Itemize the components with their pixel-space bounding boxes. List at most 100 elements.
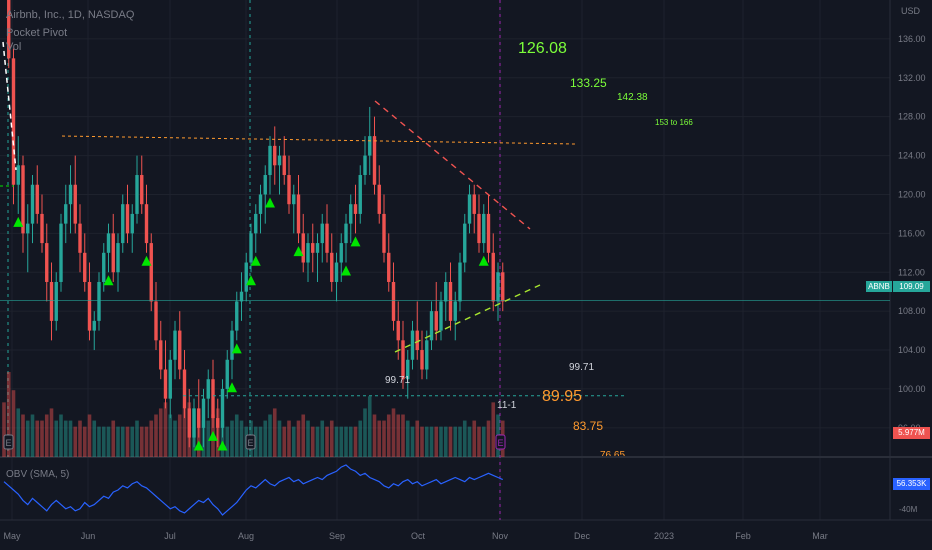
candle-body [40,213,44,244]
volume-bar [30,414,35,457]
candle-body [467,194,472,224]
volume-bar [458,426,462,457]
candle-body [140,175,144,205]
candle-body [491,252,495,302]
pocket-pivot-marker [265,197,275,208]
candle-body [425,340,429,370]
candle-body [216,418,220,428]
candle-body [439,301,443,331]
volume-bar [35,420,40,457]
target-up-4: 153 to 166 [655,118,693,127]
candle-body [334,262,339,282]
volume-bar [158,408,163,457]
candle-body [78,223,82,253]
candle-body [339,243,343,263]
volume-badge: 5.977M [893,427,930,439]
volume-bar [334,426,339,457]
volume-bar [396,414,401,457]
volume-bar [486,420,491,457]
candle-body [406,359,410,380]
target-down-1: 89.95 [542,388,583,405]
volume-bar [54,420,59,457]
candle-body [311,243,315,253]
volume-bar [472,420,477,457]
target-down-2: 83.75 [573,419,604,433]
volume-bar [401,414,405,457]
volume-bar [101,426,106,457]
price-badge: 109.09 [893,281,930,292]
candle-body [306,243,310,263]
candle-body [277,155,282,166]
volume-bar [448,426,453,457]
volume-bar [149,420,154,457]
volume-bar [329,420,334,457]
volume-bar [11,390,16,457]
pocket-pivot-marker [246,275,256,286]
candle-body [64,204,68,224]
x-tick-label: Feb [735,531,751,541]
volume-bar [481,426,486,457]
volume-bar [353,426,358,457]
volume-bar [116,426,120,457]
candle-body [182,369,187,409]
candle-body [230,330,234,360]
volume-bar [87,414,92,457]
candle-body [206,379,210,399]
candle-body [282,155,286,176]
candle-body [415,330,419,351]
volume-bar [420,426,424,457]
volume-bar [263,420,268,457]
volume-bar [410,426,415,457]
candle-body [458,262,462,302]
volume-bar [377,420,382,457]
candle-body [7,0,11,59]
candle-body [268,145,272,176]
candle-body [482,213,486,244]
volume-bar [16,408,21,457]
candle-body [178,330,182,370]
volume-bar [78,420,82,457]
volume-bar [92,420,97,457]
pocket-pivot-marker [341,265,351,276]
y-tick-label: 116.00 [898,228,925,238]
volume-bar [462,420,467,457]
volume-bar [363,408,367,457]
volume-bar [111,420,116,457]
candle-body [125,204,130,234]
candle-body [501,272,505,302]
candle-body [220,388,225,428]
volume-bar [44,414,49,457]
volume-bar [239,420,244,457]
volume-bar [40,420,44,457]
obv-axis-label: -40M [899,505,918,514]
earnings-icon [245,434,256,450]
volume-bar [49,408,54,457]
earnings-icon-letter: E [247,438,253,448]
y-tick-label: 124.00 [898,151,926,161]
volume-bar [25,420,30,457]
candle-body [168,359,172,399]
pocket-pivot-marker [478,255,489,266]
volume-bar [291,426,296,457]
pocket-pivot-marker [141,255,152,266]
candle-body [249,233,253,263]
pocket-pivot-marker [208,430,218,441]
ascending-trendline [394,284,541,353]
candle-body [496,272,500,302]
x-tick-label: Dec [574,531,591,541]
candle-body [201,398,206,428]
candle-body [344,223,348,244]
candle-body [325,223,329,253]
candle-body [211,379,215,419]
candle-body [106,233,111,253]
volume-bar [130,426,135,457]
candle-body [429,311,434,341]
candle-body [73,184,77,224]
x-tick-label: Nov [492,531,509,541]
volume-bar [429,426,434,457]
candle-body [45,243,49,282]
symbol-title: Airbnb, Inc., 1D, NASDAQ [6,9,135,21]
volume-bar [306,420,310,457]
candle-body [30,184,35,224]
